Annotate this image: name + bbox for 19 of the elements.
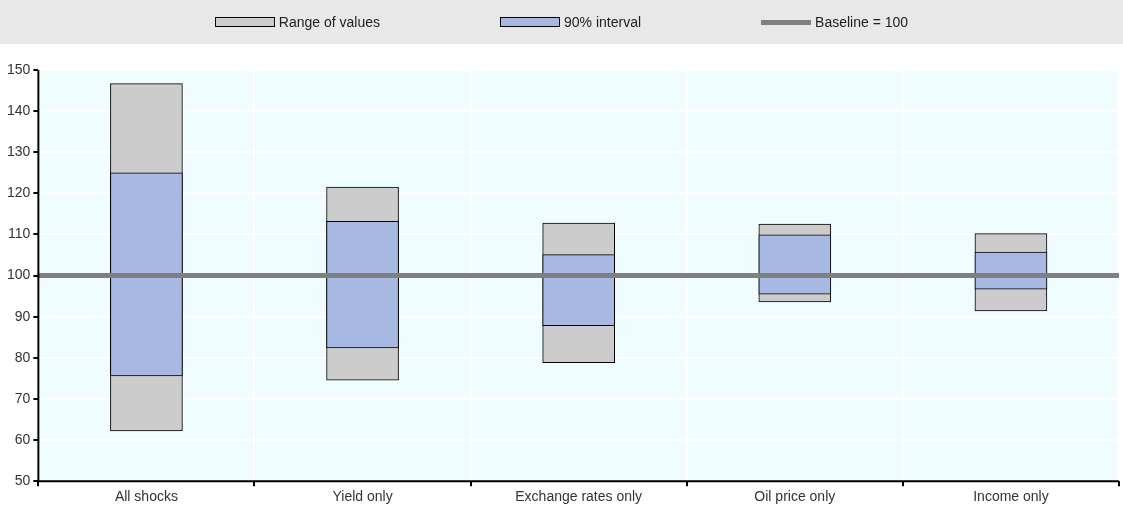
- y-tick-label: 110: [8, 225, 31, 242]
- x-tick-label: All shocks: [114, 488, 178, 505]
- x-tick-label: Income only: [973, 488, 1049, 505]
- x-tick-label: Yield only: [332, 488, 393, 505]
- y-tick-label: 140: [7, 101, 31, 118]
- y-tick-label: 80: [14, 348, 31, 365]
- x-tick-label: Oil price only: [754, 488, 836, 505]
- y-tick-label: 130: [7, 143, 31, 160]
- y-tick-label: 50: [14, 472, 31, 489]
- legend-label: Baseline = 100: [815, 14, 909, 30]
- y-tick-label: 150: [7, 60, 31, 77]
- y-tick-label: 90: [14, 307, 31, 324]
- legend-label: Range of values: [278, 14, 381, 30]
- y-tick-label: 70: [14, 389, 31, 406]
- y-tick-label: 60: [14, 430, 31, 447]
- legend-label: 90% interval: [564, 14, 642, 30]
- y-tick-label: 120: [7, 184, 31, 201]
- y-tick-label: 100: [7, 266, 31, 283]
- x-tick-label: Exchange rates only: [515, 488, 643, 505]
